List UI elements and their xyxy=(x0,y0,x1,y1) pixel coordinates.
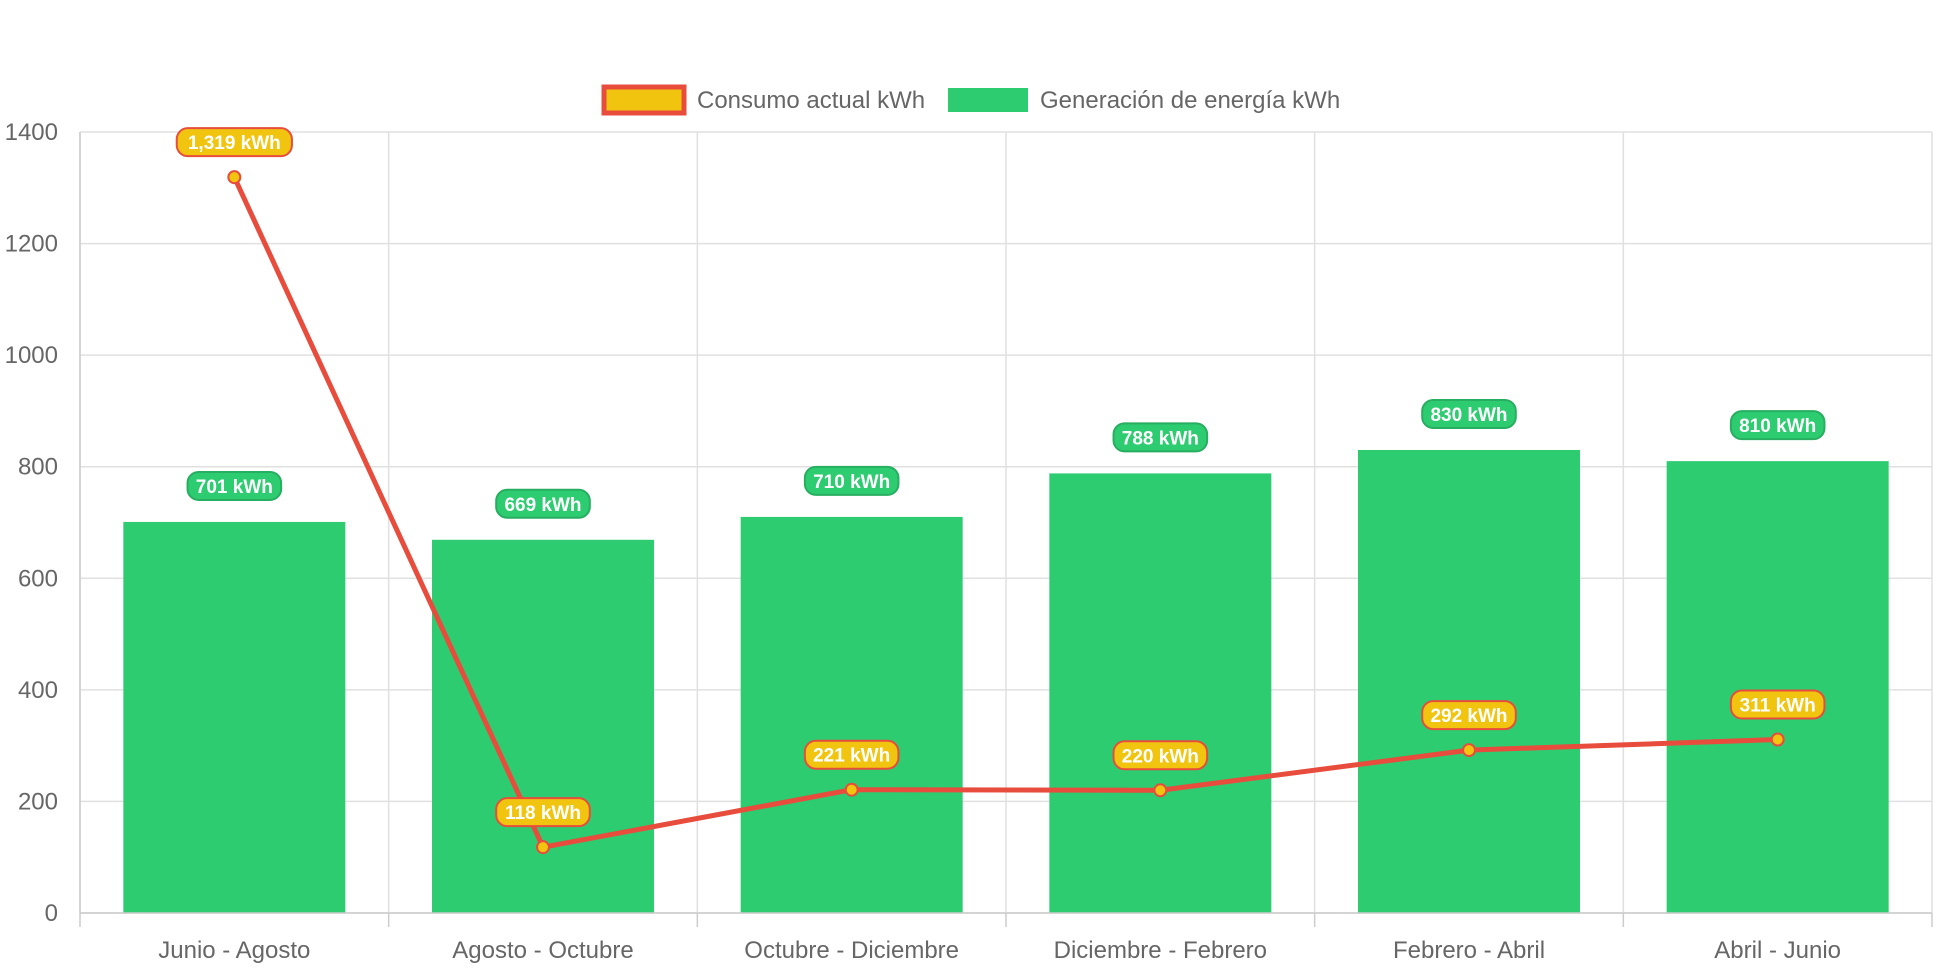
y-tick-label: 400 xyxy=(18,677,58,704)
legend-item-generacion: Generación de energía kWh xyxy=(948,87,1340,114)
legend-item-consumo: Consumo actual kWh xyxy=(601,84,925,116)
bar-generacion xyxy=(1049,473,1272,913)
legend-swatch-generacion xyxy=(948,88,1028,112)
x-tick-label: Junio - Agosto xyxy=(158,937,310,964)
line-data-label: 1,319 kWh xyxy=(175,127,293,158)
line-data-label-bg xyxy=(495,797,591,828)
bar-data-label-text: 810 kWh xyxy=(1739,416,1816,437)
line-data-label: 220 kWh xyxy=(1112,740,1209,771)
y-tick-label: 200 xyxy=(18,788,58,815)
x-tick-label: Diciembre - Febrero xyxy=(1054,937,1267,964)
bar-data-label: 810 kWh xyxy=(1729,410,1826,441)
consumption-line-group xyxy=(227,170,1785,855)
bar-data-label: 701 kWh xyxy=(186,470,283,501)
legend-swatch-consumo xyxy=(601,84,687,116)
y-tick-label: 1000 xyxy=(5,342,58,369)
line-data-label: 292 kWh xyxy=(1421,700,1517,731)
line-data-label-text: 1,319 kWh xyxy=(188,133,281,154)
y-tick-label: 600 xyxy=(18,565,58,592)
bar-data-label: 830 kWh xyxy=(1421,398,1517,429)
line-point-consumo xyxy=(1770,732,1785,747)
bars-group xyxy=(123,449,1889,913)
data-labels-group: 701 kWh 669 kWh 710 kWh 788 kWh 830 kWh 810 k… xyxy=(175,127,1826,828)
bar-data-label-bg xyxy=(495,488,591,519)
line-point-consumo xyxy=(1153,783,1168,798)
bar-data-label: 788 kWh xyxy=(1112,422,1209,453)
bar-data-label-text: 830 kWh xyxy=(1430,405,1507,426)
line-data-label-bg xyxy=(1112,740,1209,771)
bar-data-label-bg xyxy=(1421,398,1517,429)
bar-data-label-bg xyxy=(803,465,900,496)
line-data-label-bg xyxy=(803,739,900,770)
x-tick-label: Abril - Junio xyxy=(1714,937,1841,964)
bar-generacion xyxy=(432,539,654,913)
bar-data-label-text: 788 kWh xyxy=(1122,428,1199,449)
bar-generacion xyxy=(123,521,346,913)
x-tick-label: Octubre - Diciembre xyxy=(744,937,959,964)
x-tick-label: Febrero - Abril xyxy=(1393,937,1545,964)
line-data-label: 311 kWh xyxy=(1729,689,1826,720)
bar-data-label-bg xyxy=(186,470,283,501)
bar-data-label-bg xyxy=(1729,410,1826,441)
line-data-label: 221 kWh xyxy=(803,739,900,770)
line-data-label-bg xyxy=(1729,689,1826,720)
line-data-label-bg xyxy=(175,127,293,158)
bar-data-label: 669 kWh xyxy=(495,488,591,519)
legend-label-generacion: Generación de energía kWh xyxy=(1040,87,1340,114)
y-tick-label: 800 xyxy=(18,454,58,481)
bar-data-label-text: 710 kWh xyxy=(813,472,890,493)
line-data-label-text: 118 kWh xyxy=(505,803,581,824)
legend-label-consumo: Consumo actual kWh xyxy=(697,87,925,114)
x-tick-label: Agosto - Octubre xyxy=(452,937,633,964)
line-point-consumo xyxy=(227,170,242,185)
y-tick-label: 1400 xyxy=(5,119,58,146)
y-tick-label: 1200 xyxy=(5,231,58,258)
bar-data-label-bg xyxy=(1112,422,1209,453)
line-data-label-bg xyxy=(1421,700,1517,731)
grid-lines xyxy=(79,131,1933,914)
line-point-consumo xyxy=(1462,743,1476,758)
bar-generacion xyxy=(740,516,963,913)
bar-generacion xyxy=(1358,449,1580,913)
bar-generacion xyxy=(1666,461,1889,913)
line-point-consumo xyxy=(844,782,859,797)
legend: Consumo actual kWh Generación de energía … xyxy=(601,84,1340,116)
line-data-label-text: 311 kWh xyxy=(1740,696,1816,717)
line-data-label-text: 221 kWh xyxy=(813,746,890,767)
y-tick-label: 0 xyxy=(45,900,58,927)
line-data-label: 118 kWh xyxy=(495,797,591,828)
bar-data-label: 710 kWh xyxy=(803,465,900,496)
line-data-label-text: 292 kWh xyxy=(1430,706,1507,727)
line-data-label-text: 220 kWh xyxy=(1122,746,1199,767)
axes-group: 0 200 400 600 800 1000 1200 1400 Junio - Agosto A… xyxy=(5,119,1933,964)
line-point-consumo xyxy=(536,840,550,855)
bar-data-label-text: 669 kWh xyxy=(504,495,581,516)
line-consumo xyxy=(232,176,1778,850)
bar-data-label-text: 701 kWh xyxy=(196,477,273,498)
